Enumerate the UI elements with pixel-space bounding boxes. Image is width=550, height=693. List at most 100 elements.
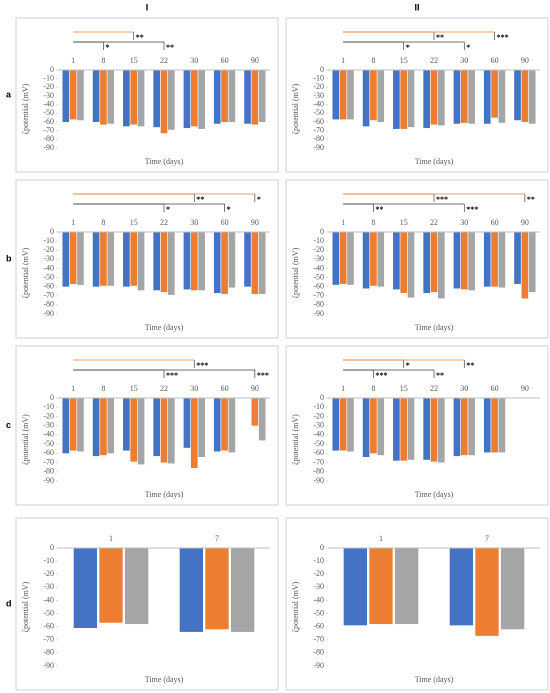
x-axis-title: Time (days) bbox=[415, 675, 454, 684]
y-tick-label: -30 bbox=[313, 420, 324, 429]
significance-label: * bbox=[105, 43, 109, 52]
y-tick-label: -90 bbox=[43, 476, 54, 485]
bar bbox=[100, 232, 107, 286]
bar bbox=[92, 70, 100, 122]
y-tick-label: -20 bbox=[43, 82, 54, 91]
bar bbox=[498, 398, 506, 453]
x-tick-label: 60 bbox=[221, 384, 229, 393]
y-tick-label: -30 bbox=[43, 91, 54, 100]
significance-label: * bbox=[257, 195, 261, 204]
bar bbox=[258, 398, 266, 441]
x-tick-label: 90 bbox=[521, 384, 529, 393]
bar bbox=[69, 70, 77, 120]
bar bbox=[123, 398, 130, 451]
bar bbox=[460, 70, 468, 123]
y-tick-label: -80 bbox=[43, 134, 54, 143]
bar bbox=[430, 398, 438, 462]
x-tick-label: 15 bbox=[130, 218, 138, 227]
bar bbox=[244, 232, 251, 287]
bar bbox=[370, 232, 377, 286]
y-tick-label: -10 bbox=[43, 236, 54, 245]
y-tick-label: -10 bbox=[313, 556, 324, 565]
x-tick-label: 1 bbox=[341, 56, 345, 65]
bar bbox=[339, 398, 347, 451]
x-axis-title: Time (days) bbox=[145, 490, 184, 499]
x-tick-label: 30 bbox=[190, 384, 198, 393]
bar bbox=[423, 70, 431, 129]
bar bbox=[437, 232, 445, 299]
y-tick-label: -70 bbox=[43, 457, 54, 466]
y-tick-label: -60 bbox=[43, 281, 54, 290]
row-label: a bbox=[6, 89, 12, 99]
y-tick-label: -70 bbox=[313, 291, 324, 300]
x-tick-label: 60 bbox=[491, 384, 499, 393]
bar bbox=[400, 232, 408, 294]
bar bbox=[92, 398, 100, 457]
y-tick-label: -90 bbox=[43, 309, 54, 318]
x-tick-label: 15 bbox=[130, 384, 138, 393]
bar bbox=[362, 70, 370, 127]
y-tick-label: -30 bbox=[43, 420, 54, 429]
y-tick-label: -50 bbox=[43, 272, 54, 281]
y-tick-label: -20 bbox=[313, 569, 324, 578]
bar bbox=[339, 232, 347, 284]
bar bbox=[423, 398, 431, 460]
y-tick-label: -40 bbox=[313, 430, 324, 439]
x-axis-title: Time (days) bbox=[145, 675, 184, 684]
bar bbox=[92, 232, 100, 287]
bar bbox=[167, 398, 175, 464]
panel-frame bbox=[285, 345, 549, 506]
x-tick-label: 90 bbox=[251, 384, 259, 393]
x-tick-label: 22 bbox=[430, 218, 438, 227]
x-tick-label: 22 bbox=[160, 218, 168, 227]
bar bbox=[468, 398, 475, 456]
bar bbox=[394, 548, 419, 625]
bar bbox=[123, 70, 130, 127]
bar bbox=[483, 70, 491, 124]
bar bbox=[221, 70, 228, 122]
y-tick-label: -40 bbox=[313, 595, 324, 604]
bar bbox=[347, 70, 354, 120]
bar bbox=[430, 232, 438, 293]
y-tick-label: -60 bbox=[43, 621, 54, 630]
bar bbox=[130, 70, 138, 125]
bar bbox=[198, 232, 205, 291]
bar bbox=[343, 548, 368, 626]
bar bbox=[221, 398, 228, 451]
x-axis-title: Time (days) bbox=[415, 157, 454, 166]
bar bbox=[228, 70, 236, 122]
y-tick-label: -70 bbox=[43, 291, 54, 300]
y-tick-label: -10 bbox=[313, 73, 324, 82]
bar bbox=[107, 70, 115, 124]
bar bbox=[73, 548, 98, 628]
significance-label: *** bbox=[436, 195, 448, 204]
bar bbox=[491, 398, 498, 453]
y-tick-label: -20 bbox=[43, 245, 54, 254]
bar bbox=[183, 70, 191, 129]
x-axis-title: Time (days) bbox=[415, 490, 454, 499]
bar bbox=[468, 232, 475, 291]
y-tick-label: -10 bbox=[313, 402, 324, 411]
significance-label: *** bbox=[196, 361, 208, 370]
bar bbox=[160, 70, 168, 134]
y-tick-label: -50 bbox=[313, 439, 324, 448]
y-axis-title: ζpotential (mV) bbox=[291, 83, 300, 134]
x-tick-label: 30 bbox=[190, 56, 198, 65]
bar bbox=[69, 232, 77, 284]
significance-label: * bbox=[406, 361, 410, 370]
significance-label: *** bbox=[497, 33, 509, 42]
bar bbox=[69, 398, 77, 451]
y-tick-label: -20 bbox=[313, 411, 324, 420]
bar bbox=[449, 548, 474, 626]
significance-label: *** bbox=[375, 371, 387, 380]
bar bbox=[258, 232, 266, 294]
y-tick-label: -90 bbox=[313, 476, 324, 485]
x-tick-label: 15 bbox=[130, 56, 138, 65]
panel-frame bbox=[15, 517, 279, 691]
bar bbox=[221, 232, 228, 294]
bar bbox=[244, 70, 251, 124]
bar bbox=[347, 232, 354, 285]
bar bbox=[251, 398, 259, 426]
x-tick-label: 8 bbox=[101, 218, 105, 227]
